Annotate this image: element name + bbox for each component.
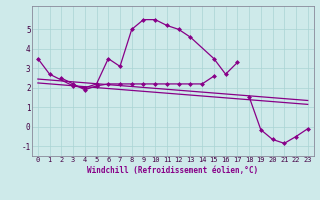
X-axis label: Windchill (Refroidissement éolien,°C): Windchill (Refroidissement éolien,°C) <box>87 166 258 175</box>
